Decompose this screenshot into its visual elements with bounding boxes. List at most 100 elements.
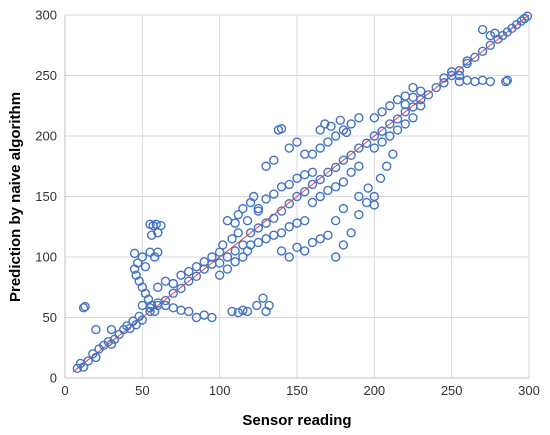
data-point <box>248 191 259 202</box>
y-tick-label: 0 <box>50 371 57 386</box>
data-point <box>392 114 403 124</box>
data-point <box>284 252 294 262</box>
data-point <box>369 131 380 141</box>
data-point <box>416 86 426 96</box>
data-point <box>150 252 160 262</box>
data-point <box>307 237 318 248</box>
data-point <box>284 179 294 190</box>
data-point <box>184 266 194 277</box>
data-point <box>191 271 202 282</box>
axes <box>64 15 529 379</box>
data-point <box>245 228 256 238</box>
data-point <box>369 113 380 123</box>
data-point <box>346 150 356 161</box>
data-point <box>323 167 333 178</box>
data-point <box>300 170 310 180</box>
x-tick-label: 0 <box>61 383 68 398</box>
data-point <box>137 315 148 325</box>
x-tick-label: 150 <box>286 383 308 398</box>
data-point <box>431 82 441 93</box>
data-point <box>375 173 386 184</box>
data-point <box>485 76 496 87</box>
data-point <box>238 252 248 262</box>
data-point <box>385 131 395 141</box>
data-point <box>382 161 392 171</box>
data-point <box>176 270 186 280</box>
data-point <box>408 102 418 112</box>
data-point <box>315 143 325 153</box>
data-point <box>470 52 480 63</box>
data-point <box>346 228 356 238</box>
data-point <box>230 257 240 267</box>
data-point <box>408 113 418 123</box>
data-point <box>338 240 349 250</box>
data-point <box>214 258 225 268</box>
data-point <box>400 119 410 129</box>
data-point <box>323 230 333 240</box>
data-point <box>330 162 341 173</box>
data-point <box>315 174 325 185</box>
data-point <box>454 76 465 87</box>
data-point <box>338 177 349 187</box>
data-point <box>261 234 271 244</box>
data-point <box>276 206 287 216</box>
data-point <box>363 183 373 193</box>
data-point <box>83 356 93 366</box>
data-point <box>276 246 287 256</box>
y-tick-label: 150 <box>35 189 57 204</box>
data-point <box>377 137 387 147</box>
data-point <box>330 215 341 226</box>
data-point <box>454 70 465 81</box>
data-point <box>261 194 271 204</box>
data-point <box>78 362 89 372</box>
data-point <box>300 186 310 197</box>
x-tick-label: 250 <box>441 383 463 398</box>
data-point <box>346 119 356 129</box>
data-point <box>400 91 410 101</box>
y-tick-label: 100 <box>35 250 57 265</box>
data-point <box>214 270 225 280</box>
data-point <box>106 324 117 335</box>
data-point <box>227 234 237 244</box>
data-point <box>132 258 143 268</box>
data-point <box>462 56 472 66</box>
data-point <box>160 276 171 286</box>
data-point <box>388 149 398 159</box>
data-point <box>207 312 217 323</box>
data-point <box>145 306 155 317</box>
data-point <box>477 75 488 86</box>
data-point <box>292 173 302 184</box>
data-point <box>276 124 287 134</box>
data-point <box>153 300 163 311</box>
data-point <box>341 127 352 138</box>
data-point <box>307 149 318 159</box>
data-point <box>320 119 330 129</box>
x-tick-label: 300 <box>518 383 540 398</box>
data-point <box>369 143 380 153</box>
data-point <box>222 264 233 274</box>
data-point <box>129 248 140 259</box>
data-point <box>307 197 318 208</box>
data-point <box>354 209 364 220</box>
data-point <box>238 305 248 315</box>
data-point <box>354 191 364 202</box>
data-point <box>230 246 240 256</box>
data-point <box>439 73 449 83</box>
data-point <box>184 276 194 286</box>
data-point <box>233 307 243 318</box>
data-point <box>258 293 268 303</box>
data-point <box>80 301 90 312</box>
data-point <box>146 230 157 240</box>
data-point <box>153 247 163 257</box>
data-point <box>160 295 171 306</box>
data-point <box>153 282 163 292</box>
data-point <box>292 242 302 253</box>
data-point <box>276 182 287 192</box>
data-point <box>315 234 325 244</box>
data-point <box>315 125 325 135</box>
data-point <box>151 219 161 230</box>
x-tick-label: 100 <box>209 383 231 398</box>
data-point <box>238 203 248 214</box>
data-point <box>109 334 120 344</box>
data-point <box>462 75 472 86</box>
